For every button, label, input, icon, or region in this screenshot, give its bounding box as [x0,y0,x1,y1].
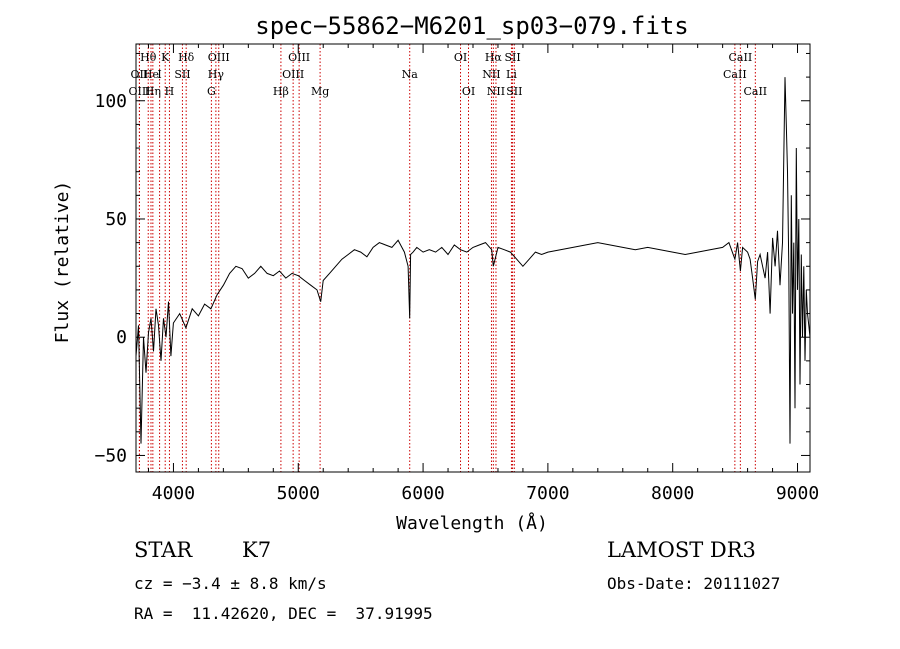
line-label-19: OI [462,85,475,98]
line-label-9: Hδ [178,51,195,64]
x-tick-label-8000: 8000 [651,483,694,504]
survey-name: LAMOST DR3 [607,538,756,562]
line-label-24: Li [506,68,517,81]
line-label-3: Hη [145,85,161,98]
y-axis-label: Flux (relative) [52,181,73,344]
plot-frame [135,43,811,473]
coordinates: RA = 11.42620, DEC = 37.91995 [134,604,433,623]
line-label-21: NII [482,68,500,81]
line-label-18: OI [454,51,467,64]
line-label-15: OIII [282,68,304,81]
line-label-11: Hγ [208,68,225,81]
y-tick-label-50: 50 [105,209,127,230]
line-label-6: SII [174,68,190,81]
line-label-26: CaII [729,51,753,64]
line-label-16: Mg [311,85,329,98]
line-label-13: Hβ [273,85,289,98]
line-label-25: SII [506,85,522,98]
line-label-27: CaII [723,68,747,81]
x-tick-label-4000: 4000 [152,483,195,504]
y-tick-label--50: −50 [94,445,127,466]
line-label-20: Hα [485,51,503,64]
object-class: STAR [134,538,193,562]
velocity-readout: cz = −3.4 ± 8.8 km/s [134,574,327,593]
line-label-14: OIII [288,51,310,64]
line-label-5: K [161,51,170,64]
spectrum-series-line [135,77,811,444]
y-tick-label-0: 0 [116,327,127,348]
line-label-0: Hθ [140,51,157,64]
line-label-8: I [157,68,161,81]
line-label-1: OII [131,68,149,81]
x-axis-label: Wavelength (Å) [396,512,548,534]
line-label-12: G [207,85,216,98]
x-tick-label-6000: 6000 [401,483,444,504]
line-label-7: H [165,85,175,98]
line-label-23: SII [504,51,520,64]
object-subclass: K7 [242,538,272,562]
x-tick-label-7000: 7000 [526,483,569,504]
obs-date: Obs-Date: 20111027 [607,574,781,593]
axis-ticks: 4000 5000 6000 7000 8000 9000 −50 0 50 100 [94,44,819,504]
line-label-17: Na [402,68,419,81]
x-tick-label-5000: 5000 [277,483,320,504]
line-label-22: NII [487,85,505,98]
chart-title: spec−55862−M6201_sp03−079.fits [255,12,688,40]
line-label-10: OIII [208,51,230,64]
spectral-line-markers [138,44,756,472]
line-label-4: He [143,68,159,81]
line-label-28: CaII [743,85,767,98]
line-label-2: OIII [128,85,150,98]
x-tick-label-9000: 9000 [776,483,819,504]
y-tick-label-100: 100 [94,91,127,112]
